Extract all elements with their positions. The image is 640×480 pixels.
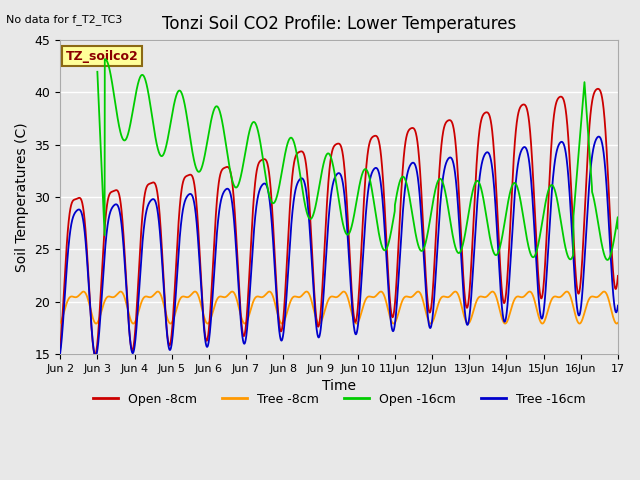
Title: Tonzi Soil CO2 Profile: Lower Temperatures: Tonzi Soil CO2 Profile: Lower Temperatur… — [162, 15, 516, 33]
Y-axis label: Soil Temperatures (C): Soil Temperatures (C) — [15, 122, 29, 272]
Legend: Open -8cm, Tree -8cm, Open -16cm, Tree -16cm: Open -8cm, Tree -8cm, Open -16cm, Tree -… — [88, 388, 590, 411]
X-axis label: Time: Time — [322, 379, 356, 394]
Text: TZ_soilco2: TZ_soilco2 — [66, 49, 138, 62]
Text: No data for f_T2_TC3: No data for f_T2_TC3 — [6, 14, 123, 25]
